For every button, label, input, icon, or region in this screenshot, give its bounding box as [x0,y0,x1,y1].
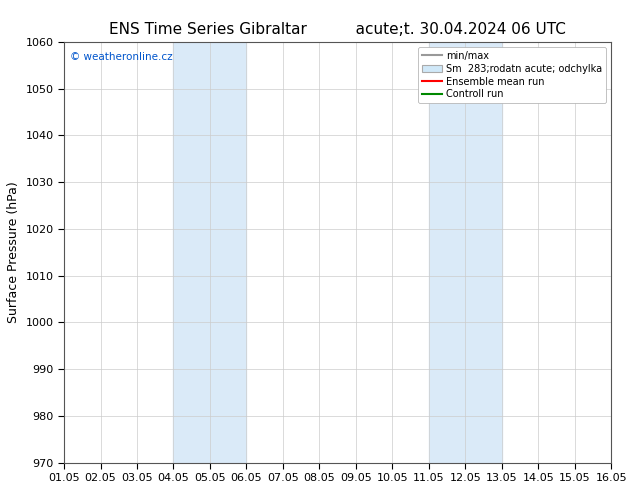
Bar [174,42,247,463]
Bar [429,42,501,463]
Title: ENS Time Series Gibraltar          acute;t. 30.04.2024 06 UTC: ENS Time Series Gibraltar acute;t. 30.04… [109,22,566,37]
Y-axis label: Surface Pressure (hPa): Surface Pressure (hPa) [7,181,20,323]
Legend: min/max, Sm  283;rodatn acute; odchylka, Ensemble mean run, Controll run: min/max, Sm 283;rodatn acute; odchylka, … [418,47,606,103]
Text: © weatheronline.cz: © weatheronline.cz [70,52,172,63]
